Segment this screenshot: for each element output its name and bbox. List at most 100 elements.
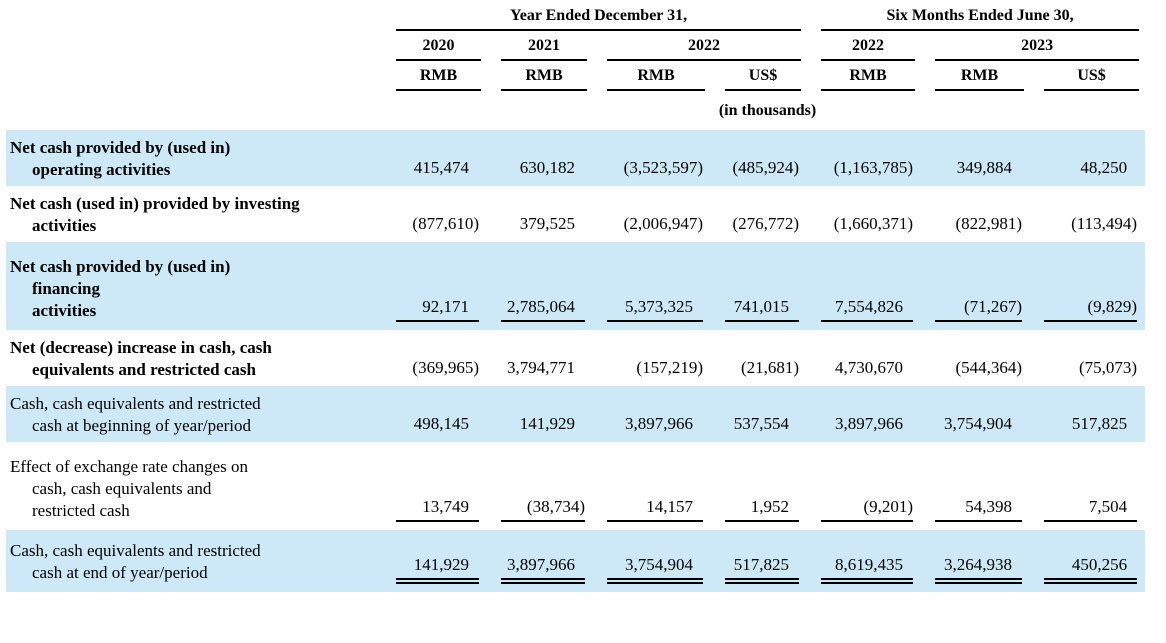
cell-value: (2,006,947) <box>623 214 703 233</box>
row-label: Net cash provided by (used in) operating… <box>10 138 231 179</box>
currency-header: RMB <box>593 66 711 96</box>
value-cell: (2,006,947) <box>593 186 711 242</box>
cell-value: 3,897,966 <box>507 555 575 574</box>
group-header-row: Year Ended December 31, Six Months Ended… <box>6 6 1145 36</box>
value-cell: 498,145 <box>382 386 487 442</box>
cell-value: 1,952 <box>750 497 790 516</box>
value-cell: 54,398 <box>921 442 1030 530</box>
value-cell: 3,794,771 <box>487 330 593 386</box>
value-cell: 92,171 <box>382 242 487 330</box>
cell-value: (71,267) <box>963 297 1023 316</box>
table-row: Net (decrease) increase in cash, cash eq… <box>6 330 1145 386</box>
table-row: Cash, cash equivalents and restricted ca… <box>6 386 1146 442</box>
currency-header: RMB <box>487 66 593 96</box>
cell-value: 741,015 <box>733 297 790 316</box>
cell-value: 92,171 <box>422 297 469 316</box>
cell-value: (877,610) <box>412 214 479 233</box>
value-cell: 8,619,435 <box>807 530 921 592</box>
cash-flow-table: Year Ended December 31, Six Months Ended… <box>6 6 1146 592</box>
cell-value: (113,494) <box>1071 214 1138 233</box>
currency-header-row: RMB RMB RMB US$ RMB RMB US$ <box>6 66 1145 96</box>
header-spacer <box>6 66 382 96</box>
value-cell: (544,364) <box>921 330 1030 386</box>
cell-value: 4,730,670 <box>835 358 904 377</box>
value-cell: 2,785,064 <box>487 242 593 330</box>
cell-value: 2,785,064 <box>507 297 575 316</box>
value-cell: 450,256 <box>1030 530 1145 592</box>
cell-value: 5,373,325 <box>625 297 693 316</box>
cell-value: (369,965) <box>412 358 479 377</box>
value-cell: 4,730,670 <box>807 330 921 386</box>
cell-value: 14,157 <box>646 497 693 516</box>
currency-header: RMB <box>921 66 1030 96</box>
year-header-2022-annual: 2022 <box>593 36 807 66</box>
cell-value: 13,749 <box>422 497 469 516</box>
value-cell: (21,681) <box>711 330 807 386</box>
value-cell: 48,250 <box>1030 130 1145 186</box>
cell-value: 3,754,904 <box>944 414 1013 433</box>
cell-value: (276,772) <box>732 214 800 233</box>
cell-value: (544,364) <box>955 358 1023 377</box>
group-header-label: Six Months Ended June 30, <box>821 6 1140 31</box>
row-label: Effect of exchange rate changes on cash,… <box>10 457 249 520</box>
cell-value: (1,163,785) <box>833 158 914 177</box>
group-header-label: Year Ended December 31, <box>396 6 802 31</box>
cell-value: 141,929 <box>519 414 575 433</box>
cell-value: (3,523,597) <box>623 158 703 177</box>
header-spacer <box>6 6 382 36</box>
group-header-year-ended: Year Ended December 31, <box>382 6 807 36</box>
value-cell: (157,219) <box>593 330 711 386</box>
row-label: Cash, cash equivalents and restricted ca… <box>10 541 261 582</box>
table-row: Effect of exchange rate changes on cash,… <box>6 442 1145 530</box>
value-cell: (71,267) <box>921 242 1030 330</box>
value-cell: (822,981) <box>921 186 1030 242</box>
header-spacer <box>6 36 382 66</box>
value-cell: 517,825 <box>711 530 807 592</box>
value-cell: (3,523,597) <box>593 130 711 186</box>
value-cell: (276,772) <box>711 186 807 242</box>
cell-value: 450,256 <box>1071 555 1128 574</box>
value-cell: (9,829) <box>1030 242 1145 330</box>
cell-value: (1,660,371) <box>833 214 914 233</box>
row-label: Net cash (used in) provided by investing… <box>10 194 300 235</box>
cell-value: 8,619,435 <box>835 555 904 574</box>
cell-value: 7,554,826 <box>835 297 904 316</box>
cell-value: 48,250 <box>1080 158 1128 177</box>
year-header-row: 2020 2021 2022 2022 2023 <box>6 36 1145 66</box>
cell-value: 3,264,938 <box>944 555 1013 574</box>
year-header-2023: 2023 <box>921 36 1145 66</box>
table-row: Cash, cash equivalents and restricted ca… <box>6 530 1146 592</box>
value-cell: 3,897,966 <box>487 530 593 592</box>
table-row: Net cash provided by (used in) financing… <box>6 242 1146 330</box>
cell-value: (822,981) <box>955 214 1023 233</box>
cell-value: (9,829) <box>1087 297 1138 316</box>
year-header-2020: 2020 <box>382 36 487 66</box>
value-cell: (1,163,785) <box>807 130 921 186</box>
value-cell: 13,749 <box>382 442 487 530</box>
cell-value: 349,884 <box>956 158 1013 177</box>
year-header-label: 2021 <box>501 36 587 61</box>
value-cell: (9,201) <box>807 442 921 530</box>
cell-value: (157,219) <box>636 358 703 377</box>
value-cell: 1,952 <box>711 442 807 530</box>
cell-value: 3,754,904 <box>625 555 693 574</box>
currency-header: RMB <box>807 66 921 96</box>
value-cell: (113,494) <box>1030 186 1145 242</box>
value-cell: 3,897,966 <box>807 386 921 442</box>
value-cell: (1,660,371) <box>807 186 921 242</box>
year-header-label: 2020 <box>396 36 481 61</box>
value-cell: 3,754,904 <box>593 530 711 592</box>
cell-value: 517,825 <box>733 555 790 574</box>
cell-value: 537,554 <box>733 414 790 433</box>
row-label: Cash, cash equivalents and restricted ca… <box>10 394 261 435</box>
cell-value: 3,897,966 <box>625 414 693 433</box>
cell-value: 3,794,771 <box>507 358 575 377</box>
value-cell: 3,897,966 <box>593 386 711 442</box>
cell-value: 630,182 <box>519 158 575 177</box>
cell-value: 7,504 <box>1088 497 1128 516</box>
year-header-label: 2022 <box>821 36 916 61</box>
year-header-2022-interim: 2022 <box>807 36 921 66</box>
currency-header: US$ <box>711 66 807 96</box>
group-header-six-months: Six Months Ended June 30, <box>807 6 1145 36</box>
value-cell: 517,825 <box>1030 386 1145 442</box>
